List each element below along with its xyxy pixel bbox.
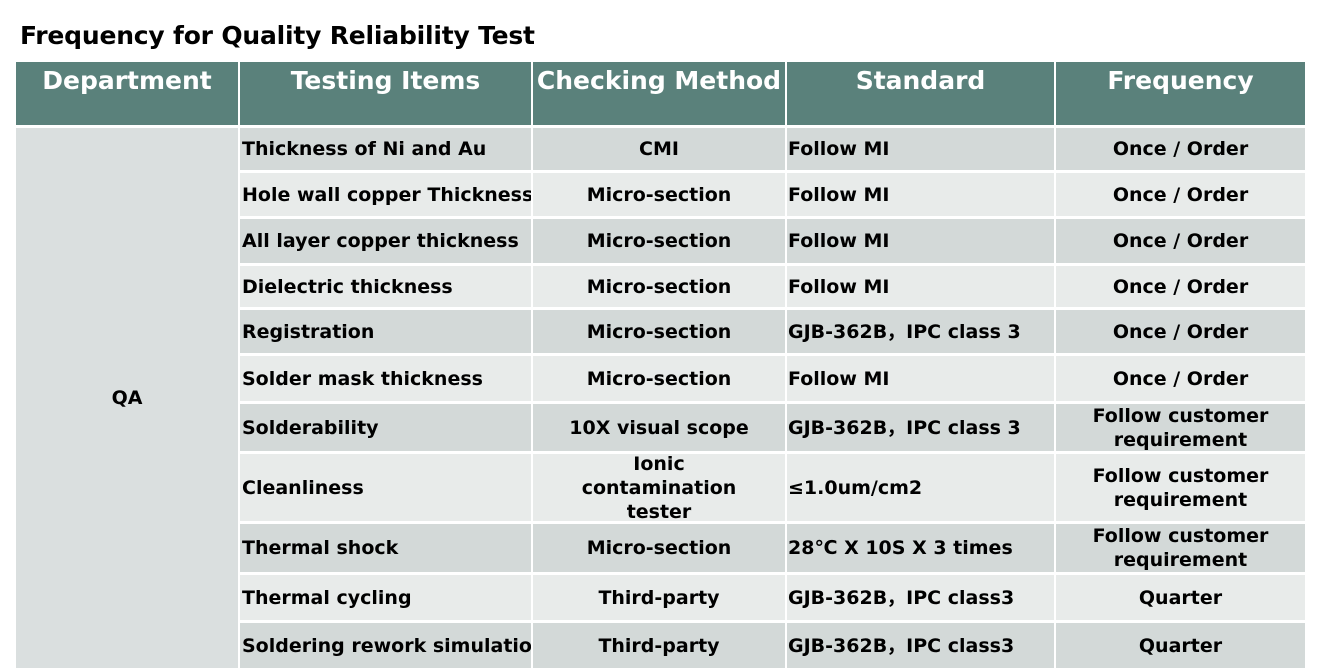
checking-method-text: Ionic contamination tester (581, 454, 737, 521)
testing-item-cell: Dielectric thickness (240, 266, 531, 307)
standard-cell: GJB-362B，IPC class 3 (787, 404, 1054, 451)
standard-cell: GJB-362B，IPC class3 (787, 575, 1054, 620)
testing-item-cell: All layer copper thickness (240, 219, 531, 263)
frequency-cell: Once / Order (1056, 356, 1305, 401)
standard-cell: Follow MI (787, 128, 1054, 170)
standard-cell: GJB-362B，IPC class 3 (787, 310, 1054, 353)
header-checking-method: Checking Method (533, 62, 785, 125)
frequency-cell: Follow customer requirement (1056, 404, 1305, 451)
frequency-cell: Once / Order (1056, 219, 1305, 263)
header-testing-items: Testing Items (240, 62, 531, 125)
frequency-cell: Quarter (1056, 575, 1305, 620)
department-cell: QA (16, 128, 238, 668)
checking-method-cell: Micro-section (533, 266, 785, 307)
checking-method-cell: Micro-section (533, 310, 785, 353)
standard-cell: ≤1.0um/cm2 (787, 454, 1054, 521)
standard-cell: 28℃ X 10S X 3 times (787, 524, 1054, 572)
standard-cell: GJB-362B，IPC class3 (787, 623, 1054, 668)
standard-cell: Follow MI (787, 173, 1054, 216)
testing-item-cell: Cleanliness (240, 454, 531, 521)
testing-item-cell: Thermal cycling (240, 575, 531, 620)
header-department: Department (16, 62, 238, 125)
reliability-test-table: Department Testing Items Checking Method… (16, 62, 1305, 668)
frequency-cell: Follow customer requirement (1056, 454, 1305, 521)
page-title: Frequency for Quality Reliability Test (20, 21, 535, 50)
frequency-text: Follow customer requirement (1092, 525, 1269, 571)
frequency-cell: Quarter (1056, 623, 1305, 668)
frequency-text: Follow customer requirement (1092, 404, 1269, 451)
testing-item-cell: Thickness of Ni and Au (240, 128, 531, 170)
testing-item-cell: Registration (240, 310, 531, 353)
testing-item-cell: Soldering rework simulation (240, 623, 531, 668)
header-frequency: Frequency (1056, 62, 1305, 125)
checking-method-cell: 10X visual scope (533, 404, 785, 451)
checking-method-cell: Micro-section (533, 173, 785, 216)
frequency-cell: Once / Order (1056, 266, 1305, 307)
header-standard: Standard (787, 62, 1054, 125)
checking-method-cell: CMI (533, 128, 785, 170)
testing-item-cell: Solder mask thickness (240, 356, 531, 401)
checking-method-cell: Micro-section (533, 219, 785, 263)
frequency-cell: Once / Order (1056, 173, 1305, 216)
checking-method-cell: Ionic contamination tester (533, 454, 785, 521)
standard-cell: Follow MI (787, 266, 1054, 307)
frequency-cell: Once / Order (1056, 128, 1305, 170)
standard-cell: Follow MI (787, 356, 1054, 401)
testing-item-cell: Hole wall copper Thickness (240, 173, 531, 216)
frequency-text: Follow customer requirement (1092, 464, 1269, 511)
checking-method-cell: Micro-section (533, 524, 785, 572)
testing-item-cell: Thermal shock (240, 524, 531, 572)
testing-item-cell: Solderability (240, 404, 531, 451)
checking-method-cell: Micro-section (533, 356, 785, 401)
standard-cell: Follow MI (787, 219, 1054, 263)
frequency-cell: Once / Order (1056, 310, 1305, 353)
checking-method-cell: Third-party (533, 575, 785, 620)
frequency-cell: Follow customer requirement (1056, 524, 1305, 572)
checking-method-cell: Third-party (533, 623, 785, 668)
